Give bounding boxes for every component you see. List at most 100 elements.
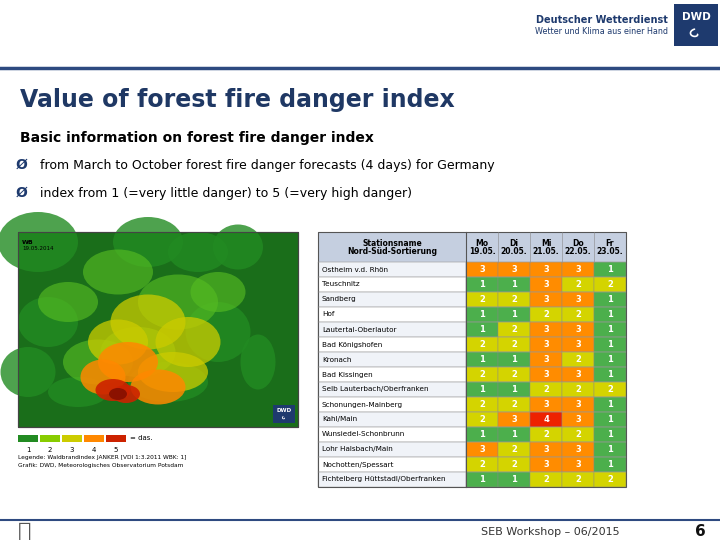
Ellipse shape [138,274,218,329]
Bar [18,232,298,427]
Text: 2: 2 [543,385,549,394]
Ellipse shape [38,282,98,322]
Text: Stationsname: Stationsname [362,239,422,247]
Text: 1: 1 [479,430,485,439]
Text: 21.05.: 21.05. [533,247,559,256]
Text: index from 1 (=very little danger) to 5 (=very high danger): index from 1 (=very little danger) to 5 … [40,186,412,199]
Bar [498,427,530,442]
Bar [530,367,562,382]
Bar [530,427,562,442]
Ellipse shape [112,385,140,403]
Text: Wunsiedel-Schonbrunn: Wunsiedel-Schonbrunn [322,431,405,437]
Bar [466,472,498,487]
Text: 2: 2 [607,475,613,484]
Text: 2: 2 [575,430,581,439]
Text: Kronach: Kronach [322,356,351,362]
Text: from March to October forest fire danger forecasts (4 days) for Germany: from March to October forest fire danger… [40,159,495,172]
Text: Grafik: DWD, Meteorologisches Observatorium Potsdam: Grafik: DWD, Meteorologisches Observator… [18,463,184,468]
Text: 22.05.: 22.05. [564,247,591,256]
Text: 1: 1 [26,447,30,453]
Text: DWD: DWD [682,12,711,22]
Text: 1: 1 [607,445,613,454]
Text: 3: 3 [479,265,485,274]
Bar [498,292,530,307]
Text: 2: 2 [479,460,485,469]
Bar [530,337,562,352]
Text: Teuschnitz: Teuschnitz [322,281,359,287]
Bar [530,277,562,292]
Text: 3: 3 [575,325,581,334]
Bar [106,435,126,442]
Text: Ø: Ø [16,186,28,200]
Text: 2: 2 [511,340,517,349]
Bar [562,292,594,307]
Bar [466,412,498,427]
Text: 1: 1 [607,310,613,319]
Ellipse shape [186,302,251,362]
Bar [318,427,466,442]
Bar [530,397,562,412]
Text: Kahl/Main: Kahl/Main [322,416,357,422]
Bar [594,307,626,322]
Text: Value of forest fire danger index: Value of forest fire danger index [20,88,455,112]
Text: 20.05.: 20.05. [500,247,527,256]
Text: 1: 1 [607,415,613,424]
Text: 1: 1 [607,430,613,439]
Bar [84,435,104,442]
Text: 1: 1 [511,310,517,319]
Text: 1: 1 [607,460,613,469]
Bar [318,397,466,412]
Bar [466,427,498,442]
Ellipse shape [98,342,158,382]
Text: 19.05.2014: 19.05.2014 [22,246,53,251]
Text: 1: 1 [479,325,485,334]
Text: WB: WB [22,240,34,245]
Text: 1: 1 [511,385,517,394]
Text: 2: 2 [543,475,549,484]
Text: Di: Di [510,239,518,247]
Text: 3: 3 [543,400,549,409]
Ellipse shape [48,377,108,407]
Bar [466,352,498,367]
Text: 2: 2 [479,370,485,379]
Bar [562,412,594,427]
Ellipse shape [128,362,208,402]
Bar [62,435,82,442]
Text: 3: 3 [543,370,549,379]
Text: 1: 1 [607,400,613,409]
Text: Hof: Hof [322,312,334,318]
Text: Mi: Mi [541,239,552,247]
Text: Selb Lauterbach/Oberfranken: Selb Lauterbach/Oberfranken [322,387,428,393]
Text: 3: 3 [575,370,581,379]
Text: 2: 2 [511,370,517,379]
Bar [530,262,562,277]
Text: 1: 1 [607,265,613,274]
Text: 2: 2 [511,460,517,469]
Text: 3: 3 [543,280,549,289]
Text: 4: 4 [543,415,549,424]
Text: 2: 2 [479,340,485,349]
Bar [498,337,530,352]
Bar [498,457,530,472]
Text: 2: 2 [543,430,549,439]
Text: 1: 1 [479,385,485,394]
Text: 3: 3 [575,415,581,424]
Bar [530,352,562,367]
Bar [530,292,562,307]
Ellipse shape [168,232,228,272]
Ellipse shape [18,297,78,347]
Bar [318,472,466,487]
Bar [530,472,562,487]
Text: Schonungen-Mainberg: Schonungen-Mainberg [322,402,403,408]
Bar [273,405,295,423]
Ellipse shape [0,212,78,272]
Text: 2: 2 [575,355,581,364]
Text: Bad Königshofen: Bad Königshofen [322,341,382,348]
Bar [466,457,498,472]
Bar [466,442,498,457]
Bar [318,232,626,487]
Ellipse shape [63,340,133,384]
Bar [498,322,530,337]
Text: 2: 2 [575,385,581,394]
Bar [530,307,562,322]
